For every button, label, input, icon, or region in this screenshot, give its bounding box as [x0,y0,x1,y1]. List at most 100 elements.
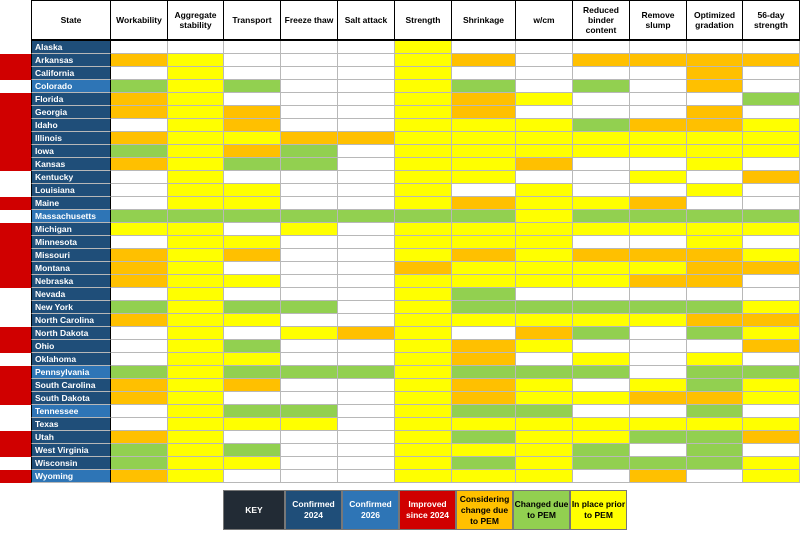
status-cell [687,379,743,392]
state-name: Wyoming [31,470,111,483]
state-name: Kansas [31,158,111,171]
status-cell [687,93,743,106]
status-cell [452,67,516,80]
status-cell [516,41,573,54]
status-cell [743,171,800,184]
status-cell [743,54,800,67]
status-cell [516,418,573,431]
status-cell [168,158,224,171]
status-cell [630,301,687,314]
column-header-shrinkage: Shrinkage [452,0,516,41]
status-cell [338,249,395,262]
state-name: West Virginia [31,444,111,457]
status-cell [743,431,800,444]
improved-marker [0,431,31,444]
state-name: South Carolina [31,379,111,392]
status-cell [168,288,224,301]
status-cell [111,197,168,210]
status-cell [743,444,800,457]
status-cell [338,379,395,392]
status-cell [687,249,743,262]
status-cell [168,314,224,327]
status-cell [573,340,630,353]
status-cell [743,197,800,210]
status-cell [224,431,281,444]
status-cell [338,119,395,132]
column-header-salt-attack: Salt attack [338,0,395,41]
status-cell [452,119,516,132]
improved-marker [0,262,31,275]
state-name: Nebraska [31,275,111,288]
status-cell [630,405,687,418]
status-cell [224,314,281,327]
status-cell [743,340,800,353]
status-cell [687,210,743,223]
status-cell [224,340,281,353]
status-cell [630,340,687,353]
status-cell [111,210,168,223]
status-cell [395,275,452,288]
state-name: Wisconsin [31,457,111,470]
status-cell [452,145,516,158]
status-cell [395,184,452,197]
status-cell [111,158,168,171]
status-cell [687,145,743,158]
status-cell [516,132,573,145]
status-cell [111,236,168,249]
status-cell [224,327,281,340]
status-cell [743,275,800,288]
status-cell [338,366,395,379]
status-cell [395,106,452,119]
status-cell [281,314,338,327]
status-cell [338,353,395,366]
status-cell [224,405,281,418]
status-cell [168,444,224,457]
status-cell [168,41,224,54]
state-name: Tennessee [31,405,111,418]
status-cell [630,275,687,288]
status-cell [395,379,452,392]
status-cell [224,392,281,405]
status-cell [395,67,452,80]
state-name: South Dakota [31,392,111,405]
state-name: Pennsylvania [31,366,111,379]
status-cell [168,366,224,379]
status-cell [630,210,687,223]
status-cell [224,366,281,379]
status-cell [395,236,452,249]
status-cell [573,106,630,119]
status-cell [687,171,743,184]
status-cell [630,223,687,236]
status-cell [516,275,573,288]
status-cell [743,379,800,392]
column-header-strength: Strength [395,0,452,41]
status-cell [281,327,338,340]
status-cell [743,119,800,132]
status-cell [687,262,743,275]
status-cell [687,470,743,483]
status-cell [452,54,516,67]
status-cell [630,236,687,249]
status-cell [452,80,516,93]
status-cell [687,353,743,366]
status-cell [281,132,338,145]
status-cell [395,197,452,210]
status-cell [452,106,516,119]
status-cell [111,418,168,431]
status-cell [516,301,573,314]
status-cell [111,132,168,145]
status-cell [281,444,338,457]
status-cell [687,301,743,314]
status-cell [516,171,573,184]
improved-marker [0,444,31,457]
status-cell [516,249,573,262]
state-name: Missouri [31,249,111,262]
status-cell [111,431,168,444]
improved-marker [0,236,31,249]
status-cell [516,314,573,327]
status-cell [516,106,573,119]
status-cell [743,392,800,405]
status-cell [281,366,338,379]
status-cell [281,249,338,262]
improved-marker [0,93,31,106]
